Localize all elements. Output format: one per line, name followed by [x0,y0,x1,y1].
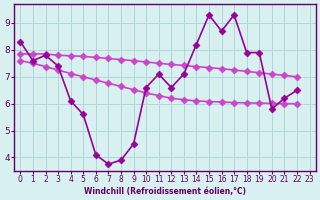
X-axis label: Windchill (Refroidissement éolien,°C): Windchill (Refroidissement éolien,°C) [84,187,246,196]
